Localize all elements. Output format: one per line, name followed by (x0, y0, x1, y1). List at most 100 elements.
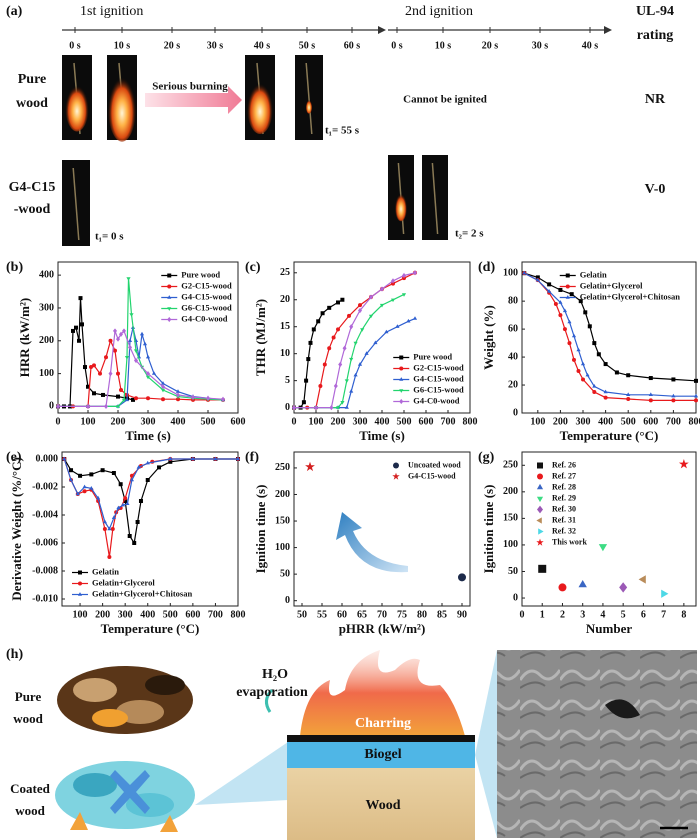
y-tick-label: 0 (513, 407, 518, 418)
data-point (331, 335, 336, 340)
data-point (160, 388, 166, 393)
data-point (116, 505, 121, 510)
x-tick-label: 50 (297, 609, 307, 620)
data-point (306, 357, 311, 362)
legend-label: G6-C15-wood (181, 302, 232, 312)
y-tick-label: -0.004 (32, 509, 58, 520)
data-point (671, 393, 676, 398)
series-line (294, 318, 416, 409)
data-point (135, 520, 140, 524)
data-point (80, 322, 84, 327)
x-tick-label: 85 (437, 609, 447, 620)
data-point (349, 389, 354, 393)
legend-marker (77, 592, 83, 596)
data-point (104, 355, 108, 360)
x-tick-label: 600 (231, 416, 246, 427)
data-point (124, 356, 130, 360)
data-point (458, 573, 466, 582)
legend-marker (78, 570, 82, 575)
data-point (301, 400, 306, 405)
data-point (134, 357, 138, 364)
data-point (693, 393, 699, 398)
data-point (82, 484, 87, 489)
x-tick-label: 500 (621, 416, 636, 427)
data-point (127, 534, 132, 538)
series-line (294, 272, 416, 409)
data-point (368, 314, 374, 319)
plot-frame (61, 451, 239, 607)
legend-marker (399, 377, 404, 381)
data-point (56, 403, 60, 410)
data-point (121, 398, 127, 403)
layer-label: Charring (355, 716, 411, 731)
legend-label: G4-C15-wood (408, 471, 456, 480)
y-tick-label: 20 (508, 379, 518, 390)
data-point (157, 465, 162, 470)
ignition-title: 2nd ignition (405, 4, 473, 19)
data-point (329, 405, 334, 411)
data-point (547, 289, 552, 293)
panel-label: (d) (478, 260, 495, 275)
timeline-label: 10 s (114, 40, 131, 51)
data-point (111, 471, 116, 475)
data-point (160, 381, 166, 385)
legend-label: G4-C15-wood (181, 291, 232, 301)
data-point (571, 357, 576, 362)
data-point (113, 348, 117, 353)
y-tick-label: 200 (503, 486, 518, 497)
x-tick-label: 600 (185, 609, 200, 620)
data-point (176, 397, 180, 402)
x-tick-label: 400 (171, 416, 186, 427)
data-point (626, 373, 631, 378)
legend-marker (167, 307, 172, 311)
x-tick-label: 200 (553, 416, 568, 427)
data-point (380, 286, 384, 292)
data-point (292, 405, 296, 411)
panel-label: (a) (6, 4, 23, 19)
sem-image (497, 650, 697, 838)
legend-marker (565, 273, 570, 278)
series-line (524, 272, 697, 382)
x-tick-label: 500 (397, 416, 412, 427)
legend-label: G4-C0-wood (181, 313, 228, 323)
data-point (128, 344, 132, 350)
wood-layer (287, 768, 475, 840)
sample-name: -wood (14, 202, 51, 217)
legend-label: Gelatin+Glycerol (92, 577, 155, 587)
data-point (340, 401, 345, 405)
series-line (63, 458, 238, 545)
data-point (353, 372, 358, 377)
data-point (395, 324, 400, 328)
legend-label: Gelatin+Glycerol+Chitosan (580, 291, 680, 301)
sample-name: Coated (10, 781, 50, 796)
legend-marker (565, 295, 570, 299)
data-point (379, 303, 385, 308)
burning-arrow (145, 86, 242, 114)
data-point (308, 340, 313, 345)
data-point (614, 370, 619, 375)
data-point (161, 384, 165, 390)
panel-label: (f) (245, 450, 259, 465)
data-point (314, 405, 318, 411)
data-point (390, 298, 396, 303)
data-point (125, 501, 130, 505)
data-point (126, 277, 131, 281)
data-point (535, 275, 540, 280)
data-point (78, 296, 83, 301)
data-point (134, 396, 138, 401)
legend-label: Ref. 27 (552, 471, 576, 480)
y-tick-label: 40 (508, 351, 518, 362)
sample-name: G4-C15 (9, 180, 56, 195)
data-point (694, 398, 698, 403)
panel-h: (h) Pure wood Coated wood H₂O evaporatio… (6, 647, 697, 840)
data-point (401, 293, 407, 297)
data-point (316, 319, 321, 324)
y-tick-label: 250 (503, 460, 518, 471)
data-point (129, 313, 134, 317)
legend-label: G4-C0-wood (413, 395, 460, 405)
data-point (151, 371, 157, 375)
x-tick-label: 300 (118, 609, 133, 620)
data-point (626, 397, 631, 402)
legend-marker (536, 538, 544, 546)
data-point (168, 459, 173, 464)
